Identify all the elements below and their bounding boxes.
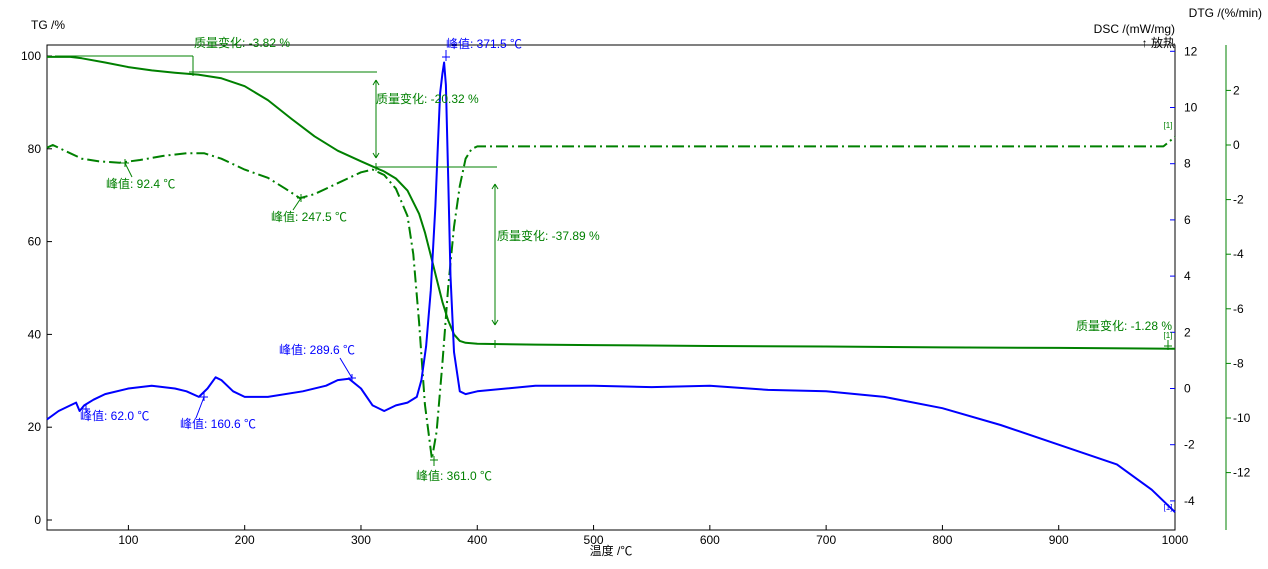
tg-tick-label: 80 — [28, 142, 42, 156]
tg-tick-label: 40 — [28, 327, 42, 341]
dsc-peak-371-label: 峰值: 371.5 ℃ — [446, 36, 522, 51]
dsc-tick-label: 6 — [1184, 213, 1191, 227]
x-tick-label: 100 — [118, 533, 138, 547]
dtg-peak-247-label: 峰值: 247.5 ℃ — [271, 209, 347, 224]
dsc-tick-label: -2 — [1184, 438, 1195, 452]
dtg-curve — [46, 136, 1176, 460]
mass-change-2-arrow — [372, 152, 377, 159]
segment-marker: [1] — [1164, 121, 1173, 130]
x-tick-label: 200 — [235, 533, 255, 547]
x-tick-label: 400 — [467, 533, 487, 547]
dtg-peak-247-leader — [292, 197, 302, 211]
dsc-axis-title: DSC /(mW/mg) — [1094, 22, 1175, 36]
dsc-peak-160-leader — [195, 396, 205, 419]
dtg-tick-label: 0 — [1233, 138, 1240, 152]
dsc-curve — [46, 61, 1176, 513]
x-tick-label: 900 — [1049, 533, 1069, 547]
series-layer — [46, 55, 1176, 513]
dtg-peak-92-label: 峰值: 92.4 ℃ — [106, 176, 175, 191]
x-axis-title: 温度 /℃ — [590, 543, 633, 558]
dsc-tick-label: -4 — [1184, 494, 1195, 508]
x-tick-label: 700 — [816, 533, 836, 547]
mass-change-3-arrow — [494, 319, 499, 326]
mass-change-4-label: 质量变化: -1.28 % — [1076, 318, 1172, 333]
mass-change-3-label: 质量变化: -37.89 % — [497, 228, 600, 243]
dsc-tick-label: 10 — [1184, 101, 1198, 115]
mass-change-3-arrow — [491, 319, 496, 326]
dsc-tick-label: 2 — [1184, 325, 1191, 339]
dsc-peak-289-leader — [339, 357, 353, 379]
dtg-peak-361-label: 峰值: 361.0 ℃ — [416, 468, 492, 483]
axis-titles: TG /% DTG /(%/min) DSC /(mW/mg) ↑ 放热 温度 … — [31, 6, 1262, 558]
x-tick-label: 600 — [700, 533, 720, 547]
dsc-exo-label: ↑ 放热 — [1142, 35, 1175, 50]
annotation-layer: 质量变化: -3.82 % 质量变化: -20.32 % 质量变化: -37.89 … — [55, 35, 1172, 512]
dtg-tick-label: -4 — [1233, 247, 1244, 261]
dtg-tick-label: -6 — [1233, 302, 1244, 316]
tg-tick-label: 20 — [28, 420, 42, 434]
segment-marker: [1] — [1164, 503, 1173, 512]
dtg-tick-label: -2 — [1233, 193, 1244, 207]
dtg-tick-label: -8 — [1233, 356, 1244, 370]
mass-change-2-arrow — [372, 79, 377, 86]
dtg-tick-label: -10 — [1233, 411, 1251, 425]
x-tick-label: 500 — [584, 533, 604, 547]
dtg-tick-label: -12 — [1233, 466, 1251, 480]
plot-border — [46, 44, 1176, 531]
tg-axis-title: TG /% — [31, 18, 65, 32]
dtg-axis-title: DTG /(%/min) — [1189, 6, 1262, 20]
dsc-peak-160-label: 峰值: 160.6 ℃ — [180, 416, 256, 431]
tg-tick-label: 0 — [34, 513, 41, 527]
segment-marker: [1] — [1164, 331, 1173, 340]
dtg-peak-92-leader — [124, 162, 133, 178]
mass-change-3-arrow — [491, 183, 496, 190]
dsc-peak-62-label: 峰值: 62.0 ℃ — [80, 408, 149, 423]
mass-change-2-arrow — [375, 79, 380, 86]
tg-tick-label: 100 — [21, 49, 41, 63]
dsc-peak-289-label: 峰值: 289.6 ℃ — [279, 342, 355, 357]
plot-frame — [46, 44, 1227, 531]
mass-change-2-arrow — [375, 152, 380, 159]
tg-curve — [47, 55, 1176, 350]
dsc-tick-label: 4 — [1184, 269, 1191, 283]
x-tick-label: 1000 — [1162, 533, 1189, 547]
dsc-tick-label: 8 — [1184, 157, 1191, 171]
tg-tick-label: 60 — [28, 235, 42, 249]
dsc-tick-label: 0 — [1184, 382, 1191, 396]
dsc-tick-label: 12 — [1184, 44, 1198, 58]
axes: 100 200 300 400 500 600 700 800 900 1000020406080… — [21, 44, 1251, 547]
x-tick-label: 800 — [932, 533, 952, 547]
dtg-tick-label: 2 — [1233, 83, 1240, 97]
mass-change-1-label: 质量变化: -3.82 % — [194, 35, 290, 50]
mass-change-2-label: 质量变化: -20.32 % — [376, 91, 479, 106]
mass-change-3-arrow — [494, 183, 499, 190]
x-tick-label: 300 — [351, 533, 371, 547]
